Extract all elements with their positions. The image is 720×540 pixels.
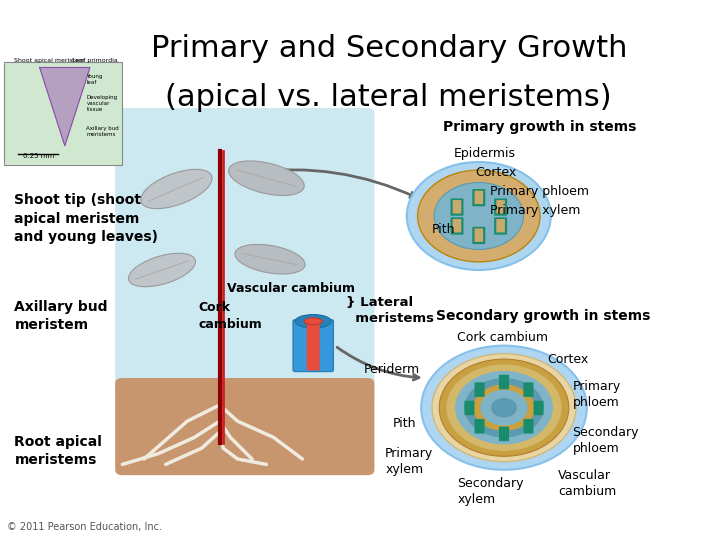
FancyBboxPatch shape — [523, 419, 534, 434]
Text: Pith: Pith — [392, 417, 416, 430]
Text: Root apical
meristems: Root apical meristems — [14, 435, 102, 467]
Polygon shape — [40, 68, 90, 146]
Text: Shoot apical meristem: Shoot apical meristem — [14, 58, 86, 63]
Ellipse shape — [128, 253, 196, 287]
FancyBboxPatch shape — [494, 217, 507, 234]
Circle shape — [491, 398, 517, 417]
Circle shape — [480, 390, 528, 426]
Text: Vascular
cambium: Vascular cambium — [558, 469, 616, 498]
Text: Primary and Secondary Growth: Primary and Secondary Growth — [150, 34, 627, 63]
Text: Leaf primordia: Leaf primordia — [72, 58, 118, 63]
Text: 0.25 mm: 0.25 mm — [22, 153, 54, 159]
FancyBboxPatch shape — [472, 189, 485, 206]
Circle shape — [464, 378, 544, 437]
FancyBboxPatch shape — [115, 378, 374, 475]
Text: Cork cambium: Cork cambium — [457, 331, 548, 344]
Ellipse shape — [304, 318, 323, 325]
Circle shape — [473, 384, 535, 431]
Text: Cortex: Cortex — [475, 166, 516, 179]
Circle shape — [455, 371, 553, 444]
Text: Developing
vascular
tissue: Developing vascular tissue — [86, 95, 117, 112]
Text: Primary
xylem: Primary xylem — [385, 447, 433, 476]
Ellipse shape — [228, 161, 305, 195]
Text: Shoot tip (shoot
apical meristem
and young leaves): Shoot tip (shoot apical meristem and you… — [14, 193, 158, 244]
Text: Primary phloem: Primary phloem — [490, 185, 589, 198]
FancyBboxPatch shape — [115, 108, 374, 400]
FancyBboxPatch shape — [474, 228, 483, 242]
FancyBboxPatch shape — [464, 401, 474, 415]
FancyBboxPatch shape — [4, 62, 122, 165]
Circle shape — [432, 354, 576, 462]
Ellipse shape — [140, 170, 212, 208]
FancyBboxPatch shape — [474, 382, 485, 397]
Text: Cork
cambium: Cork cambium — [198, 301, 262, 331]
Text: Axillary bud
meristem: Axillary bud meristem — [14, 300, 108, 332]
Text: Primary
phloem: Primary phloem — [572, 380, 621, 409]
Text: (apical vs. lateral meristems): (apical vs. lateral meristems) — [166, 83, 612, 112]
FancyBboxPatch shape — [499, 375, 509, 389]
Text: Secondary
xylem: Secondary xylem — [457, 477, 523, 506]
Text: © 2011 Pearson Education, Inc.: © 2011 Pearson Education, Inc. — [7, 522, 162, 532]
Text: Primary xylem: Primary xylem — [490, 204, 580, 217]
Text: Secondary
phloem: Secondary phloem — [572, 426, 639, 455]
FancyBboxPatch shape — [496, 200, 505, 214]
Circle shape — [446, 364, 562, 451]
Text: Periderm: Periderm — [364, 363, 420, 376]
Text: Epidermis: Epidermis — [454, 147, 516, 160]
FancyBboxPatch shape — [472, 227, 485, 244]
FancyBboxPatch shape — [451, 199, 464, 215]
FancyBboxPatch shape — [474, 419, 485, 434]
FancyBboxPatch shape — [293, 320, 333, 372]
FancyBboxPatch shape — [474, 191, 483, 204]
FancyBboxPatch shape — [453, 200, 462, 214]
Text: } Lateral
  meristems: } Lateral meristems — [346, 296, 433, 325]
Text: Secondary growth in stems: Secondary growth in stems — [436, 309, 650, 323]
Text: Pith: Pith — [432, 223, 456, 236]
Text: Vascular cambium: Vascular cambium — [227, 282, 355, 295]
Circle shape — [407, 162, 551, 270]
FancyBboxPatch shape — [496, 219, 505, 232]
FancyBboxPatch shape — [499, 427, 509, 441]
FancyBboxPatch shape — [494, 199, 507, 215]
FancyBboxPatch shape — [523, 382, 534, 397]
Ellipse shape — [295, 314, 331, 328]
FancyBboxPatch shape — [307, 321, 320, 370]
Circle shape — [418, 170, 540, 262]
Text: Axillary bud
meristems: Axillary bud meristems — [86, 126, 119, 137]
Text: Young
leaf: Young leaf — [86, 74, 103, 85]
Text: Cortex: Cortex — [547, 353, 588, 366]
FancyBboxPatch shape — [453, 219, 462, 232]
FancyBboxPatch shape — [451, 217, 464, 234]
Circle shape — [421, 346, 587, 470]
FancyBboxPatch shape — [534, 401, 544, 415]
Text: Primary growth in stems: Primary growth in stems — [443, 120, 636, 134]
Ellipse shape — [235, 245, 305, 274]
Circle shape — [434, 183, 523, 249]
Circle shape — [439, 359, 569, 456]
